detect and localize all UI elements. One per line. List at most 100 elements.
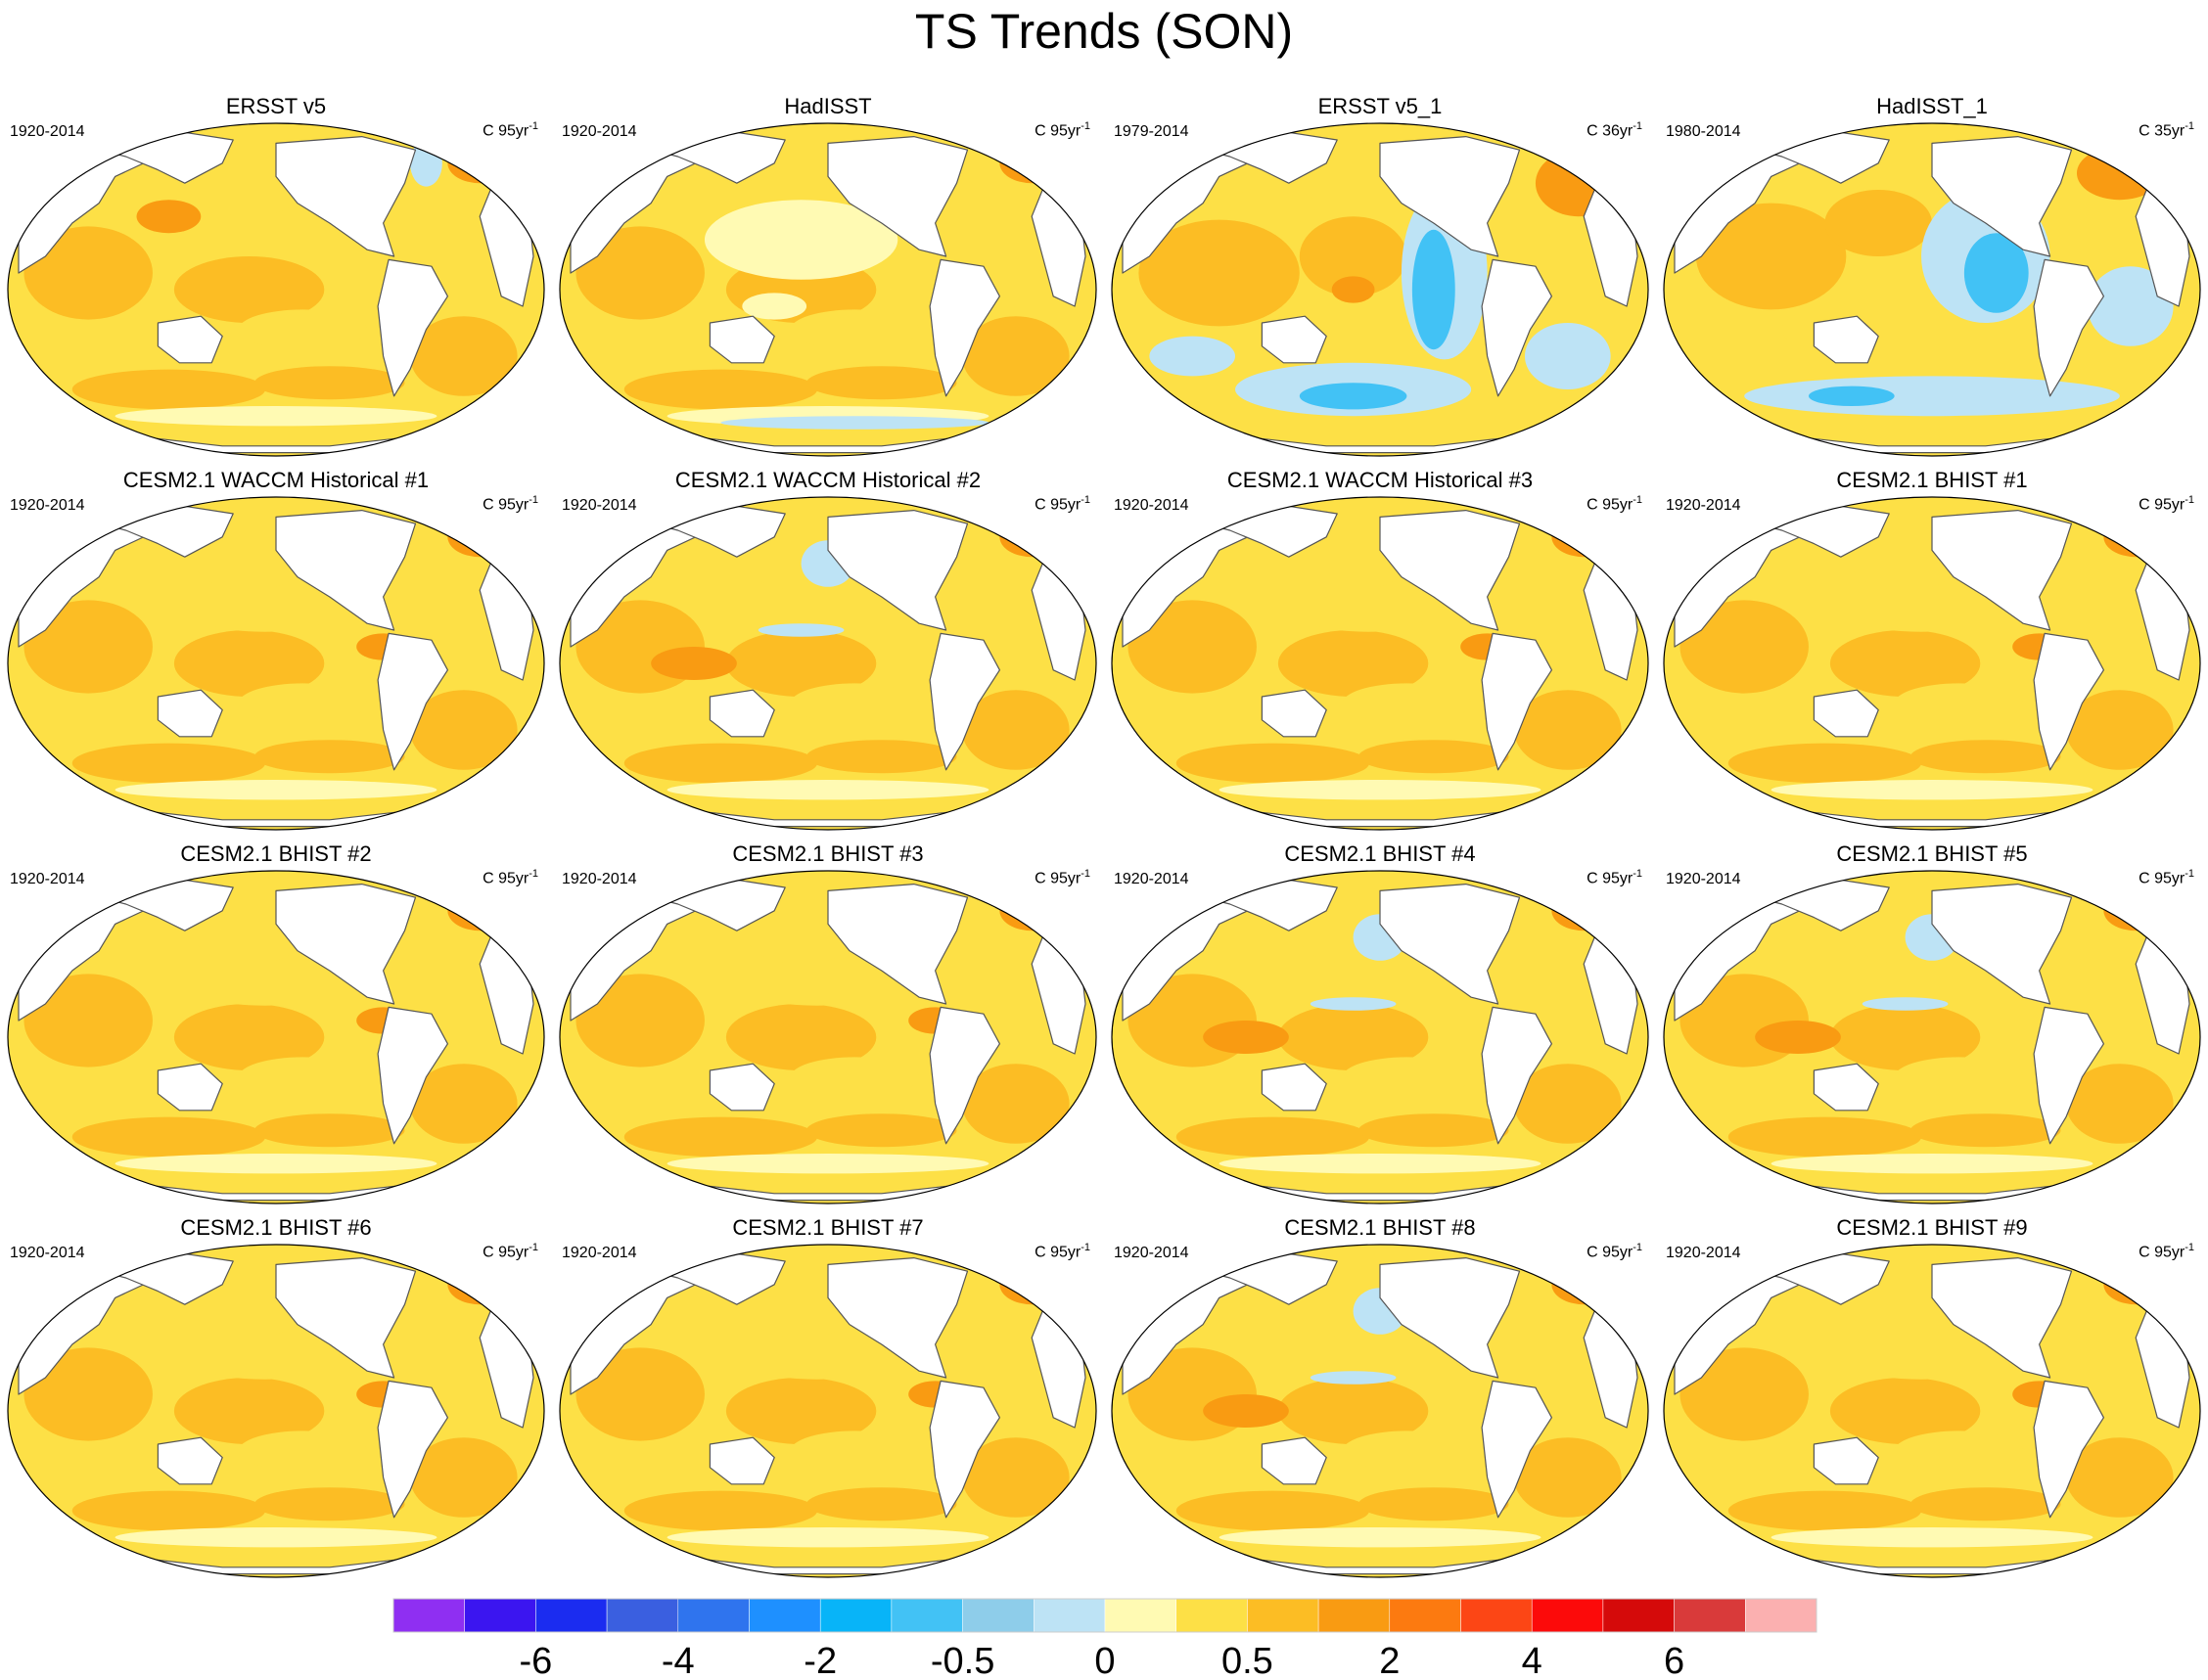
trend-patch (1299, 216, 1407, 296)
map-plot (1663, 870, 2201, 1204)
trend-patch (806, 1113, 957, 1148)
trend-patch (1149, 336, 1236, 377)
panel-period: 1920-2014 (562, 123, 637, 140)
map-panel: CESM2.1 WACCM Historical #2 1920-2014 C 95… (552, 468, 1104, 840)
panel-units: C 95yr-1 (2139, 1239, 2194, 1261)
land-mask (377, 632, 448, 771)
trend-patch (763, 988, 871, 1006)
land-mask (1481, 632, 1552, 771)
trend-patch (1771, 1154, 2093, 1174)
land-mask (1813, 689, 1879, 738)
land-mask (2033, 1006, 2104, 1145)
trend-patch (115, 780, 437, 800)
trend-patch (999, 143, 1065, 184)
trend-patch (1867, 614, 1975, 632)
trend-patch (575, 226, 705, 320)
panel-title: CESM2.1 BHIST #8 (1284, 1215, 1476, 1240)
map-plot (7, 122, 545, 457)
panel-units: C 95yr-1 (1035, 1239, 1090, 1261)
trend-patch (173, 1378, 325, 1444)
trend-patch (1342, 683, 1472, 724)
land-mask (827, 1256, 969, 1379)
land-mask (827, 509, 969, 631)
trend-patch (238, 683, 368, 724)
trend-patch (2066, 690, 2174, 770)
map-panel: ERSST v5 1920-2014 C 95yr-1 (0, 94, 552, 466)
trend-patch (254, 1487, 405, 1521)
trend-patch (1310, 997, 1397, 1011)
trend-patch (1894, 683, 2024, 724)
trend-patch (1203, 1394, 1289, 1428)
map-frame (1663, 496, 2201, 831)
trend-patch (1679, 1347, 1809, 1441)
units-label: C 95yr (483, 870, 529, 887)
map-frame (559, 1244, 1097, 1578)
land-mask (1379, 1256, 1521, 1379)
trend-patch (254, 1113, 405, 1148)
trend-patch (1358, 740, 1509, 774)
panel-period: 1920-2014 (10, 871, 85, 887)
trend-patch (720, 416, 989, 430)
units-exponent: -1 (2185, 494, 2194, 506)
trend-patch (999, 890, 1065, 931)
land-mask (1931, 135, 2073, 257)
panel-title: CESM2.1 BHIST #4 (1284, 841, 1476, 866)
land-mask (1261, 689, 1327, 738)
panel-title: ERSST v5 (225, 94, 327, 118)
map-plot (559, 1244, 1097, 1578)
land-mask (157, 1063, 223, 1112)
trend-patch (742, 293, 807, 320)
trend-patch (1808, 386, 1895, 406)
trend-patch (725, 1004, 877, 1070)
trend-patch (623, 369, 818, 410)
land-mask (2033, 632, 2104, 771)
units-label: C 36yr (1587, 122, 1633, 140)
trend-patch (1829, 1004, 1981, 1070)
trend-patch (1299, 383, 1407, 410)
land-mask (275, 1256, 417, 1379)
land-mask (709, 1436, 775, 1485)
trend-patch (1695, 203, 1847, 310)
land-mask (1261, 1063, 1327, 1112)
panel-title: CESM2.1 BHIST #1 (1836, 468, 2028, 492)
map-panel: CESM2.1 BHIST #6 1920-2014 C 95yr-1 (0, 1215, 552, 1587)
map-plot (559, 496, 1097, 831)
trend-patch (2066, 1064, 2174, 1144)
trend-patch (2066, 1437, 2174, 1518)
trend-patch (238, 1430, 368, 1472)
land-mask (709, 689, 775, 738)
map-panel: CESM2.1 BHIST #8 1920-2014 C 95yr-1 (1104, 1215, 1656, 1587)
trend-patch (2103, 890, 2169, 931)
panel-units: C 35yr-1 (2139, 117, 2194, 140)
land-mask (1931, 883, 2073, 1005)
trend-patch (1358, 1487, 1509, 1521)
panel-period: 1920-2014 (562, 871, 637, 887)
trend-patch (1203, 1021, 1289, 1054)
trend-patch (115, 1527, 437, 1548)
map-plot (1111, 122, 1649, 457)
trend-patch (1829, 1378, 1981, 1444)
panel-units: C 95yr-1 (1035, 865, 1090, 887)
trend-patch (254, 366, 405, 400)
trend-patch (1551, 1264, 1617, 1305)
trend-patch (1219, 780, 1541, 800)
land-mask (709, 315, 775, 364)
trend-patch (962, 690, 1070, 770)
map-plot (559, 870, 1097, 1204)
map-frame (1111, 1244, 1649, 1578)
trend-patch (1755, 1021, 1841, 1054)
map-panel: CESM2.1 BHIST #9 1920-2014 C 95yr-1 (1656, 1215, 2208, 1587)
units-label: C 95yr (2139, 1244, 2185, 1261)
trend-patch (23, 226, 153, 320)
units-exponent: -1 (1633, 494, 1642, 506)
trend-patch (447, 1264, 513, 1305)
land-mask (157, 315, 223, 364)
panel-units: C 95yr-1 (1587, 865, 1642, 887)
panel-title: CESM2.1 BHIST #3 (732, 841, 924, 866)
panel-period: 1920-2014 (1114, 497, 1189, 514)
panel-period: 1920-2014 (10, 497, 85, 514)
map-plot (559, 122, 1097, 457)
trend-patch (1127, 600, 1257, 694)
trend-patch (211, 988, 319, 1006)
